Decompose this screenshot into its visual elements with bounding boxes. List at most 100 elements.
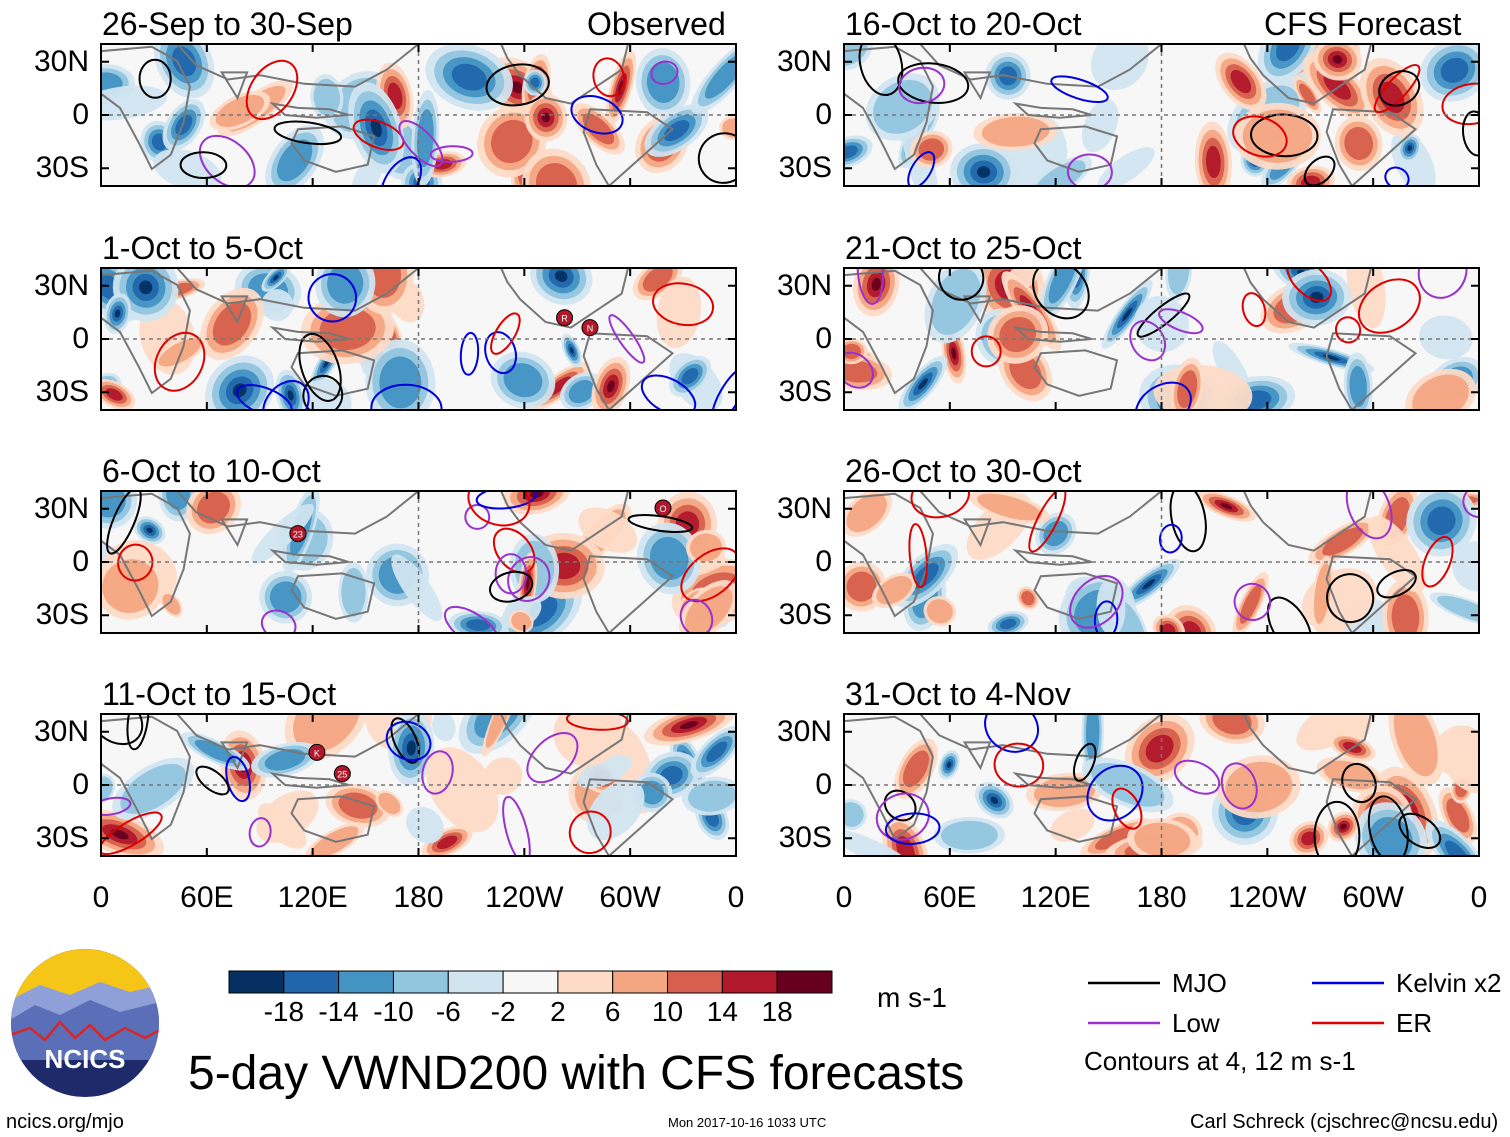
coastline	[918, 714, 1164, 758]
colorbar-swatch	[721, 970, 778, 994]
anomaly-blob	[974, 782, 1014, 819]
contour-line	[1066, 153, 1113, 186]
anomaly-blob	[1327, 811, 1360, 842]
anomaly-blob	[432, 714, 456, 742]
anomaly-blob	[685, 529, 727, 566]
colorbar-tick-label: -18	[263, 996, 305, 1027]
y-tick-label: 30N	[33, 491, 89, 525]
colorbar-swatch	[338, 970, 394, 994]
contour-line	[910, 491, 970, 519]
y-tick-label: 30S	[35, 375, 89, 409]
contour-line	[1032, 268, 1090, 320]
coastline	[500, 44, 630, 105]
x-tick-label: 0	[727, 881, 745, 914]
anomaly-blob	[1215, 52, 1267, 111]
contour-line	[1441, 82, 1479, 126]
contour-line	[1233, 582, 1272, 622]
contour-line	[421, 750, 454, 795]
storm-marker: 23	[289, 525, 307, 543]
y-tick-label: 30N	[33, 714, 89, 748]
anomaly-blob	[490, 351, 556, 409]
anomaly-blob	[101, 773, 116, 803]
coastline	[1033, 125, 1119, 173]
contour-line	[260, 609, 297, 633]
colorbar-swatch	[283, 970, 340, 994]
anomaly-blob	[1313, 44, 1362, 81]
coastline	[219, 518, 249, 548]
y-tick-label: 30S	[778, 598, 832, 632]
contour-line	[570, 95, 624, 135]
anomaly-blob	[923, 596, 957, 627]
coastline	[101, 45, 191, 171]
y-tick-label: 30N	[776, 714, 832, 748]
map-panel	[100, 490, 737, 634]
anomaly-blob	[1196, 491, 1256, 522]
anomaly-blob	[643, 714, 735, 746]
anomaly-blob	[160, 591, 183, 618]
coastline	[1242, 491, 1373, 552]
contour-line	[502, 795, 531, 856]
anomaly-blob	[682, 776, 736, 816]
footer-credit: Carl Schreck (cjschrec@ncsu.edu)	[1190, 1111, 1499, 1133]
storm-marker-label: 23	[293, 530, 303, 540]
contour-line	[490, 312, 521, 355]
anomaly-blob	[1152, 614, 1186, 633]
coastline	[582, 108, 675, 186]
anomaly-blob	[1438, 787, 1478, 844]
contour-line	[608, 314, 646, 364]
coastline	[1242, 714, 1373, 775]
y-tick-label: 0	[815, 322, 832, 355]
coastline	[219, 71, 249, 101]
contour-line	[1072, 742, 1097, 782]
colorbar-swatch	[776, 970, 833, 994]
contour-line	[1093, 600, 1119, 633]
y-tick-label: 0	[72, 322, 89, 355]
contour-line	[1326, 573, 1375, 624]
contour-line	[883, 789, 917, 822]
x-tick-label: 60W	[599, 881, 661, 914]
coastline	[582, 778, 675, 856]
storm-marker-label: O	[659, 504, 666, 514]
contour-line	[856, 268, 884, 305]
footer-url: ncics.org/mjo	[6, 1111, 124, 1133]
coastline	[219, 295, 249, 325]
contour-line	[1220, 762, 1258, 810]
contour-line	[1341, 762, 1377, 804]
contour-line	[298, 332, 342, 402]
anomaly-blob	[1429, 592, 1479, 627]
y-tick-label: 30S	[35, 151, 89, 185]
contour-line	[984, 714, 1040, 753]
logo-text: NCICS	[45, 1044, 126, 1074]
anomaly-blob	[844, 135, 873, 169]
contour-line	[1357, 278, 1421, 334]
contour-line	[884, 812, 941, 845]
anomaly-blob	[668, 355, 712, 397]
contour-line	[1376, 568, 1417, 599]
contour-line	[117, 543, 154, 582]
coastline	[582, 555, 675, 633]
coastline	[290, 795, 376, 843]
contour-line	[565, 714, 629, 731]
contour-line	[488, 570, 534, 603]
coastline	[1242, 268, 1373, 329]
anomaly-blob	[1216, 755, 1301, 819]
colorbar-swatch	[557, 970, 614, 994]
contour-line	[464, 504, 491, 530]
y-tick-label: 30S	[778, 151, 832, 185]
map-panel	[100, 43, 737, 187]
contour-line	[390, 717, 421, 764]
contour-line	[1334, 316, 1362, 344]
contour-line	[106, 491, 142, 555]
anomaly-blob	[938, 750, 960, 780]
x-tick-label: 120E	[1020, 881, 1091, 914]
coastline	[1325, 332, 1418, 410]
panel-title: 1-Oct to 5-Oct	[102, 230, 303, 266]
anomaly-blob	[391, 554, 443, 621]
coastline	[101, 269, 191, 395]
contour-line	[153, 331, 206, 392]
contour-line	[385, 720, 432, 762]
contour-line	[1241, 292, 1267, 328]
colorbar-swatch	[228, 970, 285, 994]
storm-marker-label: N	[587, 324, 594, 334]
anomaly-blob	[587, 779, 645, 841]
